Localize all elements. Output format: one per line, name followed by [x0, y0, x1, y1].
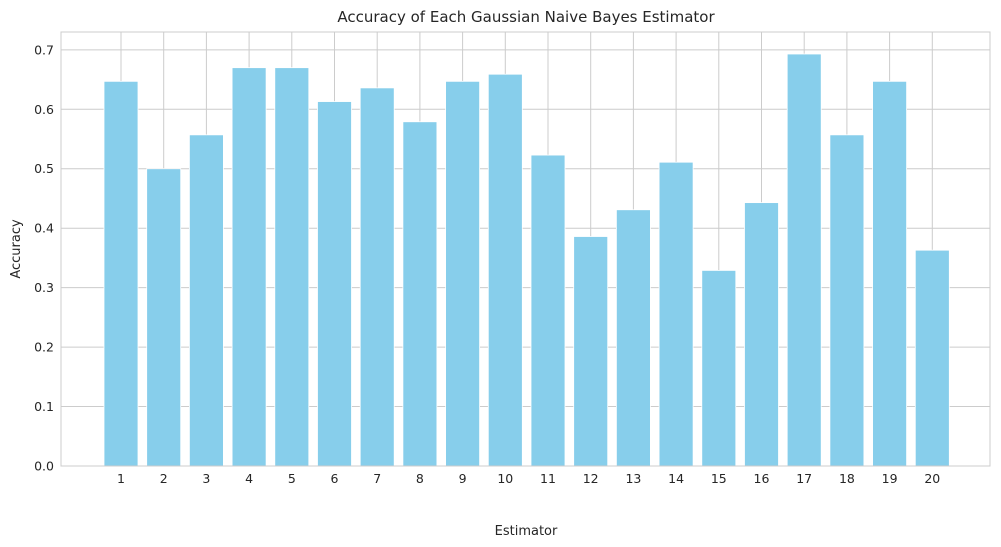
y-tick-label: 0.3 — [34, 280, 54, 295]
x-tick-label: 6 — [331, 471, 339, 486]
x-tick-label: 10 — [497, 471, 513, 486]
x-tick-label: 2 — [160, 471, 168, 486]
x-tick-label: 16 — [754, 471, 770, 486]
bar — [616, 209, 651, 467]
plot-frame — [60, 31, 991, 467]
y-tick-label: 0.1 — [34, 399, 54, 414]
x-tick-label: 14 — [668, 471, 684, 486]
bar — [445, 80, 481, 467]
bar — [872, 80, 907, 467]
y-axis-label: Accuracy — [9, 219, 24, 279]
x-tick-label: 12 — [583, 471, 599, 486]
x-tick-label: 13 — [625, 471, 641, 486]
chart-title: Accuracy of Each Gaussian Naive Bayes Es… — [337, 8, 715, 26]
x-tick-label: 5 — [288, 471, 296, 486]
bar — [530, 154, 566, 467]
bar — [317, 101, 352, 467]
bar — [914, 249, 950, 467]
x-tick-label: 11 — [540, 471, 556, 486]
x-tick-label: 15 — [711, 471, 727, 486]
bar — [658, 161, 694, 467]
y-tick-label: 0.7 — [34, 42, 54, 57]
x-tick-label: 17 — [796, 471, 812, 486]
bar — [359, 87, 395, 467]
x-axis-label: Estimator — [495, 524, 558, 539]
y-tick-label: 0.0 — [34, 459, 54, 474]
y-tick-labels: 0.0 0.1 0.2 0.3 0.4 0.5 0.6 0.7 — [34, 42, 54, 473]
x-tick-label: 4 — [245, 471, 253, 486]
y-tick-label: 0.2 — [34, 340, 54, 355]
bar — [274, 67, 310, 467]
bar — [103, 80, 139, 467]
bar — [829, 134, 865, 467]
y-tick-label: 0.5 — [34, 161, 54, 176]
bar — [487, 73, 523, 467]
bar — [786, 53, 822, 467]
bar — [146, 168, 182, 467]
x-tick-label: 1 — [117, 471, 125, 486]
y-tick-label: 0.6 — [34, 102, 54, 117]
x-tick-labels: 1 2 3 4 5 6 7 8 9 10 11 12 13 14 15 16 17 18 19 20 — [117, 471, 940, 486]
x-tick-label: 19 — [882, 471, 898, 486]
bar — [744, 202, 779, 467]
x-tick-label: 20 — [924, 471, 940, 486]
bar — [231, 67, 267, 467]
x-tick-label: 18 — [839, 471, 855, 486]
x-tick-label: 9 — [459, 471, 467, 486]
bar — [188, 134, 224, 467]
x-tick-label: 8 — [416, 471, 424, 486]
bar — [402, 121, 438, 467]
x-tick-label: 3 — [202, 471, 210, 486]
x-tick-label: 7 — [373, 471, 381, 486]
bar — [701, 270, 737, 467]
bar — [573, 236, 609, 467]
bars — [103, 53, 950, 467]
y-tick-label: 0.4 — [34, 221, 54, 236]
